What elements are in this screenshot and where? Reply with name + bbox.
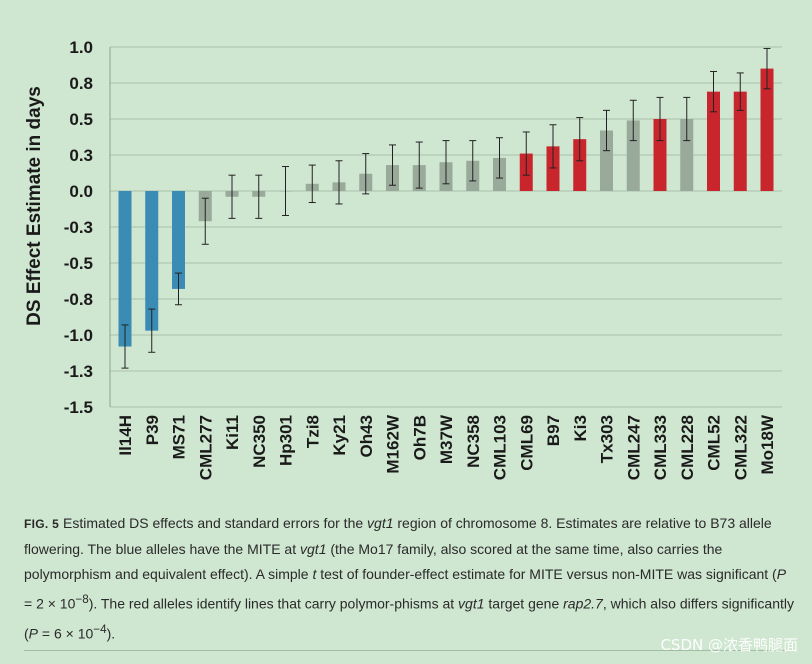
caption-italic: rap2.7 [563,595,603,612]
x-tick-label: M162W [384,414,403,474]
bar-tx303 [600,130,613,191]
ds-effect-bar-chart: 1.00.80.50.30.0-0.3-0.5-0.8-1.0-1.3-1.5 … [24,38,782,480]
y-tick-label: 0.0 [69,182,93,201]
caption-text: target gene [484,595,564,612]
caption-text: ). The red alleles identify lines that c… [88,595,459,612]
bar-il14h [118,191,132,347]
x-tick-label: CML277 [196,415,215,480]
x-tick-label: CML103 [491,415,510,480]
x-tick-label: Mo18W [758,414,777,474]
y-tick-label: 0.8 [69,74,93,93]
bar-cml228 [680,119,694,191]
x-tick-label: Oh43 [357,415,376,458]
x-tick-label: Il14H [116,415,135,456]
caption-text: = 6 × 10 [38,625,94,642]
bar-p39 [145,191,159,331]
caption-italic: vgt1 [300,541,327,557]
x-tick-label: Ky21 [330,415,349,456]
bar-b97 [546,146,560,191]
x-tick-label: Hp301 [277,415,296,466]
x-tick-label: CML333 [651,415,670,480]
x-tick-label: P39 [143,415,162,445]
figure-caption: FIG. 5 Estimated DS effects and standard… [24,511,794,646]
bar-cml333 [653,119,667,191]
y-tick-label: 0.5 [69,110,93,129]
x-tick-label: Oh7B [410,415,429,460]
caption-text: (the Mo17 family, also scored at the sam… [24,541,723,582]
y-tick-labels: 1.0 0.8 0.5 0.3 0.0 -0.3 -0.5 -0.8 -1.0 -1.3 -1.5 [64,38,93,417]
caption-text: ). [106,625,116,642]
caption-sup: −8 [75,593,89,606]
x-tick-label: Ki11 [223,415,242,450]
bar-cml322 [733,91,747,191]
bar-cml247 [626,120,640,191]
x-tick-label: CML228 [678,415,697,480]
x-tick-label: CML69 [517,415,536,471]
y-tick-label: -0.3 [64,218,93,237]
x-tick-label: B97 [544,415,563,446]
x-tick-label: CML322 [731,415,750,480]
y-tick-label: -1.0 [64,326,93,345]
caption-italic: P [776,566,787,582]
x-tick-label: NC358 [464,415,483,468]
y-tick-label: -0.8 [64,290,93,309]
bar-mo18w [760,68,774,191]
caption-text: Estimated DS effects and standard errors… [59,515,368,531]
bar-cml52 [707,91,720,191]
caption-italic: P [28,625,39,642]
watermark: CSDN @浓香鸭腿面 [660,636,798,654]
caption-text: test of founder-effect estimate for MITE… [316,566,777,582]
y-tick-label: 1.0 [69,38,93,57]
caption-italic: t [312,566,317,582]
x-tick-label: CML52 [705,415,724,471]
caption-text: region of chromosome 8. Estimates are re… [24,515,772,557]
caption-lead: FIG. 5 [24,517,60,531]
x-tick-label: Tx303 [598,415,617,463]
y-tick-label: 0.3 [69,146,93,165]
y-axis-label: DS Effect Estimate in days [24,86,45,326]
y-tick-label: -1.3 [64,362,93,381]
caption-text: = 2 × 10 [24,595,76,612]
caption-text: , which also differs significantly ( [24,595,794,642]
x-tick-label: NC350 [250,415,269,468]
bars [118,68,774,347]
x-tick-label: M37W [437,414,456,464]
caption-italic: vgt1 [367,515,394,531]
footer-divider [24,650,788,651]
caption-sup: −4 [93,622,107,636]
x-tick-label: MS71 [170,415,189,459]
x-tick-label: Tzi8 [303,415,322,448]
x-tick-label: Ki3 [571,415,590,441]
bar-ki3 [573,139,587,191]
gridlines [109,46,782,408]
x-tick-labels: Il14H P39 MS71 CML277 Ki11 NC350 Hp301 Tzi8 Ky21… [116,414,777,480]
y-tick-label: -0.5 [64,254,93,273]
caption-italic: vgt1 [458,595,485,612]
y-tick-label: -1.5 [64,398,93,417]
error-bars [121,47,771,369]
bar-ms71 [172,191,185,289]
x-tick-label: CML247 [624,415,643,480]
